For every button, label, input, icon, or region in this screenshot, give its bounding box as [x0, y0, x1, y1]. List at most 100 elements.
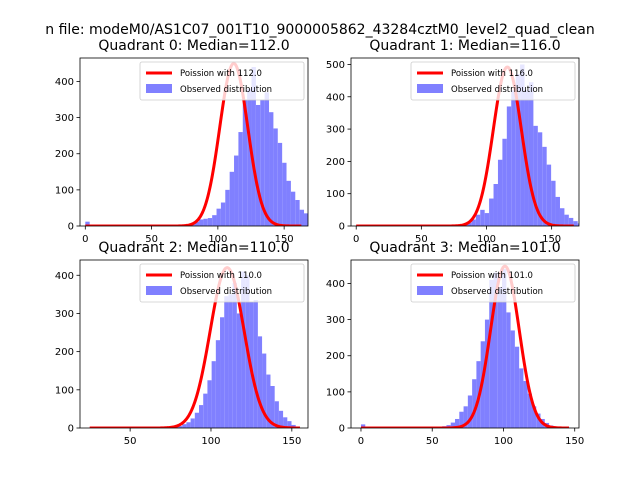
histogram-bar	[523, 381, 528, 428]
legend: Poission with 112.0 Observed distribution	[139, 61, 305, 101]
histogram-bar	[484, 213, 490, 226]
histogram-bar	[283, 417, 288, 428]
legend: Poission with 101.0 Observed distribution	[410, 263, 576, 303]
histogram-bar	[295, 199, 300, 226]
histogram-bar	[519, 368, 524, 428]
histogram-bar	[506, 106, 512, 226]
y-tick-label: 100	[326, 387, 345, 398]
y-tick-label: 100	[326, 189, 345, 200]
histogram-bar	[199, 405, 204, 428]
histogram-bar	[282, 162, 287, 226]
histogram-bar	[506, 312, 511, 428]
histogram-bar	[266, 374, 271, 428]
histogram-bar	[232, 282, 237, 428]
x-tick-label: 0	[353, 234, 359, 245]
histogram-bar	[568, 217, 574, 226]
histogram-bar	[480, 209, 485, 226]
histogram-bar	[299, 209, 305, 226]
subplot-title: Quadrant 0: Median=112.0	[98, 38, 289, 54]
histogram-bar	[260, 99, 265, 226]
x-tick-label: 0	[358, 436, 364, 447]
histogram-bar	[455, 418, 460, 428]
histogram-bar	[459, 411, 464, 428]
histogram-bar	[528, 82, 534, 226]
subplot-quadrant-1: 0 50 100 150 0 100 200 300 400 500 Quadrant 1: Med…	[326, 38, 586, 245]
histogram-bar	[247, 88, 252, 226]
legend-line-label: Poission with 101.0	[451, 271, 533, 281]
histogram-bar	[194, 221, 200, 226]
x-tick-label: 100	[208, 234, 227, 245]
y-tick-label: 200	[326, 351, 345, 362]
histogram-bar	[216, 208, 221, 226]
plot-area	[360, 264, 571, 428]
y-tick-label: 300	[55, 309, 74, 320]
histogram-bar	[308, 217, 312, 226]
x-tick-label: 100	[201, 436, 220, 447]
legend: Poission with 110.0 Observed distribution	[139, 263, 305, 303]
histogram-bar	[533, 125, 538, 226]
x-tick-label: 50	[124, 436, 137, 447]
plot-area	[89, 266, 301, 428]
legend-box	[139, 61, 305, 101]
histogram-bar	[241, 271, 246, 428]
histogram-bar	[290, 191, 296, 226]
histogram-bar	[207, 380, 212, 428]
subplot-title: Quadrant 3: Median=101.0	[369, 240, 560, 256]
histogram-bar	[234, 155, 239, 226]
legend-bar-swatch	[417, 84, 443, 93]
y-tick-label: 0	[68, 222, 74, 233]
histogram-bar	[277, 142, 283, 226]
y-tick-label: 100	[55, 385, 74, 396]
y-tick-label: 0	[339, 424, 345, 435]
x-tick-label: 150	[282, 436, 301, 447]
histogram-bar	[546, 164, 552, 226]
histogram-bar	[577, 223, 579, 226]
histogram-bar	[220, 317, 225, 428]
histogram-bar	[502, 138, 507, 226]
histogram-bar	[212, 215, 217, 226]
histogram-bar	[262, 353, 267, 428]
y-tick-label: 300	[55, 113, 74, 124]
histogram-bar	[493, 272, 498, 428]
histogram-bar	[177, 426, 183, 428]
subplot-quadrant-0: 0 50 100 150 0 100 200 300 400 Quadrant 0: Median…	[55, 38, 312, 245]
figure-suptitle: n file: modeM0/AS1C07_001T10_9000005862_…	[45, 22, 594, 38]
y-tick-label: 300	[326, 125, 345, 136]
histogram-bar	[304, 213, 308, 226]
legend-bar-label: Observed distribution	[180, 287, 272, 297]
histogram-bar	[551, 180, 556, 226]
histogram-bar	[255, 104, 261, 226]
histogram-bar	[531, 406, 537, 428]
histogram-bar	[489, 279, 494, 428]
axes-frame	[350, 57, 580, 227]
y-tick-label: 400	[55, 271, 74, 282]
x-tick-label: 150	[565, 436, 584, 447]
y-tick-label: 100	[55, 185, 74, 196]
histogram-bar	[536, 413, 541, 428]
histogram-bar	[242, 99, 248, 226]
y-tick-label: 0	[339, 222, 345, 233]
histogram-bar	[564, 214, 569, 226]
legend-bar-label: Observed distribution	[180, 85, 272, 95]
legend-box	[410, 61, 576, 101]
histogram-bar	[85, 221, 90, 226]
histogram-bar	[269, 112, 274, 226]
subplot-quadrant-2: 50 100 150 0 100 200 300 400 Quadrant 2: Median=…	[55, 240, 309, 447]
histogram-bar	[502, 269, 507, 428]
x-tick-label: 100	[494, 436, 513, 447]
legend-bar-swatch	[417, 286, 443, 295]
histogram-bar	[360, 424, 366, 428]
histogram-bar	[236, 313, 242, 428]
histogram-bar	[278, 410, 284, 428]
y-tick-label: 200	[55, 347, 74, 358]
histogram-bar	[555, 196, 560, 226]
histogram-bar	[228, 294, 233, 428]
axes-frame	[79, 259, 309, 429]
y-tick-label: 0	[68, 424, 74, 435]
subplot-title: Quadrant 2: Median=110.0	[98, 240, 289, 256]
histogram-bar	[489, 198, 494, 226]
histogram-bar	[582, 225, 586, 226]
histogram-bar	[463, 406, 468, 428]
histogram-bar	[287, 421, 292, 428]
histogram-bar	[270, 386, 275, 428]
